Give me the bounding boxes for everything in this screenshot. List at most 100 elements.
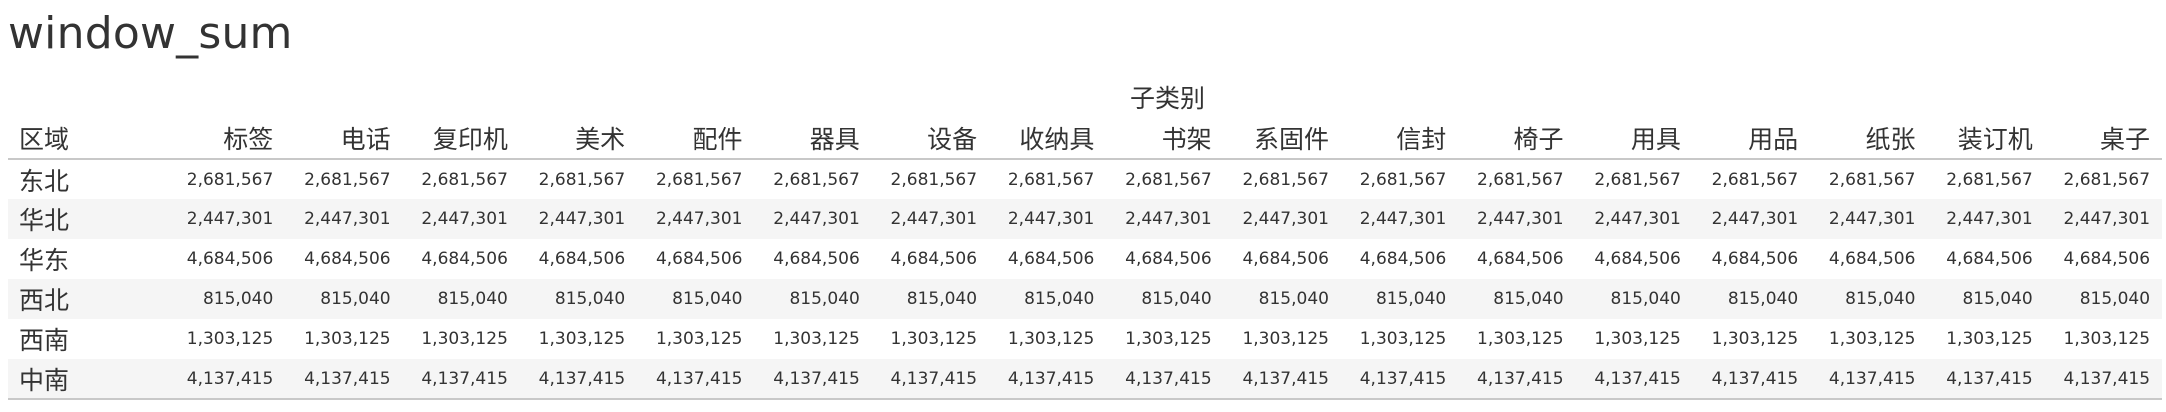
column-header[interactable]: 系固件 [1253,125,1329,154]
table-cell[interactable]: 4,684,506 [773,249,860,269]
table-cell[interactable]: 4,684,506 [538,249,626,269]
table-cell[interactable]: 4,684,506 [2063,249,2151,269]
table-cell[interactable]: 4,684,506 [1711,249,1799,269]
table-cell[interactable]: 2,447,301 [1125,209,1212,229]
column-header[interactable]: 收纳具 [1019,125,1095,154]
column-header[interactable]: 椅子 [1513,125,1564,154]
table-cell[interactable]: 4,137,415 [1594,368,1681,389]
table-cell[interactable]: 2,681,567 [1359,169,1447,190]
table-cell[interactable]: 4,684,506 [421,249,508,269]
table-cell[interactable]: 1,303,125 [304,329,391,349]
column-header[interactable]: 信封 [1396,125,1447,154]
table-cell[interactable]: 2,681,567 [1946,169,2033,190]
table-cell[interactable]: 1,303,125 [655,329,743,349]
table-cell[interactable]: 4,137,415 [538,368,626,389]
table-cell[interactable]: 2,447,301 [1711,209,1799,229]
table-cell[interactable]: 2,681,567 [890,169,978,190]
table-cell[interactable]: 4,684,506 [890,249,978,269]
row-header[interactable]: 中南 [8,359,168,399]
table-cell[interactable]: 4,684,506 [1828,249,1916,269]
table-cell[interactable]: 2,447,301 [890,209,978,229]
row-header[interactable]: 西南 [8,319,168,359]
column-header[interactable]: 用具 [1630,125,1681,154]
table-cell[interactable]: 1,303,125 [1242,329,1329,349]
row-header[interactable]: 华东 [8,239,168,279]
table-cell[interactable]: 4,684,506 [1594,249,1681,269]
table-cell[interactable]: 815,040 [672,289,743,309]
table-cell[interactable]: 2,447,301 [1007,209,1095,229]
table-cell[interactable]: 1,303,125 [1007,329,1095,349]
table-cell[interactable]: 4,684,506 [655,249,743,269]
table-cell[interactable]: 4,684,506 [1359,249,1447,269]
table-cell[interactable]: 1,303,125 [1125,329,1212,349]
table-cell[interactable]: 2,681,567 [1477,169,1564,190]
column-header[interactable]: 桌子 [2100,125,2151,154]
table-cell[interactable]: 815,040 [202,289,274,309]
table-cell[interactable]: 4,684,506 [304,249,391,269]
table-cell[interactable]: 4,137,415 [304,368,391,389]
table-cell[interactable]: 1,303,125 [186,329,274,349]
table-cell[interactable]: 815,040 [1258,289,1329,309]
table-cell[interactable]: 4,137,415 [890,368,978,389]
table-cell[interactable]: 815,040 [2079,289,2151,309]
table-cell[interactable]: 4,684,506 [1242,249,1329,269]
table-cell[interactable]: 1,303,125 [1828,329,1916,349]
column-header[interactable]: 书架 [1161,125,1212,154]
table-cell[interactable]: 1,303,125 [890,329,978,349]
table-cell[interactable]: 2,447,301 [655,209,743,229]
table-cell[interactable]: 4,137,415 [1828,368,1916,389]
table-cell[interactable]: 2,681,567 [186,169,274,190]
table-cell[interactable]: 2,447,301 [1828,209,1916,229]
table-cell[interactable]: 2,447,301 [186,209,274,229]
table-cell[interactable]: 4,137,415 [1477,368,1564,389]
column-header[interactable]: 设备 [927,125,978,154]
table-cell[interactable]: 2,447,301 [1242,209,1329,229]
table-cell[interactable]: 1,303,125 [1477,329,1564,349]
row-header[interactable]: 东北 [8,159,168,199]
table-cell[interactable]: 4,137,415 [1125,368,1212,389]
table-cell[interactable]: 4,684,506 [1946,249,2033,269]
table-cell[interactable]: 1,303,125 [1594,329,1681,349]
table-cell[interactable]: 4,137,415 [1711,368,1799,389]
table-cell[interactable]: 815,040 [906,289,978,309]
column-dimension-label[interactable]: 子类别 [1130,84,1206,113]
table-cell[interactable]: 2,681,567 [1711,169,1799,190]
row-dimension-label[interactable]: 区域 [19,125,70,154]
table-cell[interactable]: 4,137,415 [1946,368,2033,389]
table-cell[interactable]: 4,684,506 [1477,249,1564,269]
column-header[interactable]: 配件 [692,125,743,154]
table-cell[interactable]: 2,447,301 [1359,209,1447,229]
column-header[interactable]: 器具 [809,125,860,154]
table-cell[interactable]: 815,040 [437,289,508,309]
table-cell[interactable]: 4,137,415 [421,368,508,389]
table-cell[interactable]: 1,303,125 [2063,329,2151,349]
table-cell[interactable]: 4,684,506 [1007,249,1095,269]
table-cell[interactable]: 2,681,567 [773,169,860,190]
table-cell[interactable]: 4,137,415 [1242,368,1329,389]
table-cell[interactable]: 815,040 [554,289,626,309]
table-cell[interactable]: 2,681,567 [1594,169,1681,190]
table-cell[interactable]: 815,040 [1024,289,1095,309]
table-cell[interactable]: 2,447,301 [1946,209,2033,229]
table-cell[interactable]: 4,137,415 [2063,368,2151,389]
table-cell[interactable]: 2,681,567 [421,169,508,190]
table-cell[interactable]: 815,040 [1845,289,1916,309]
table-cell[interactable]: 815,040 [789,289,860,309]
column-header[interactable]: 复印机 [432,125,508,154]
column-header[interactable]: 标签 [223,125,274,154]
row-header[interactable]: 华北 [8,199,168,239]
table-cell[interactable]: 2,681,567 [1828,169,1916,190]
table-cell[interactable]: 2,447,301 [304,209,391,229]
table-cell[interactable]: 4,684,506 [1125,249,1212,269]
table-cell[interactable]: 1,303,125 [773,329,860,349]
table-cell[interactable]: 815,040 [1141,289,1212,309]
table-cell[interactable]: 2,681,567 [655,169,743,190]
table-cell[interactable]: 4,684,506 [186,249,274,269]
table-cell[interactable]: 815,040 [1610,289,1681,309]
table-cell[interactable]: 4,137,415 [773,368,860,389]
column-header[interactable]: 装订机 [1957,125,2033,154]
table-cell[interactable]: 2,447,301 [1477,209,1564,229]
table-cell[interactable]: 2,447,301 [2063,209,2151,229]
table-cell[interactable]: 4,137,415 [1007,368,1095,389]
table-cell[interactable]: 815,040 [1375,289,1447,309]
